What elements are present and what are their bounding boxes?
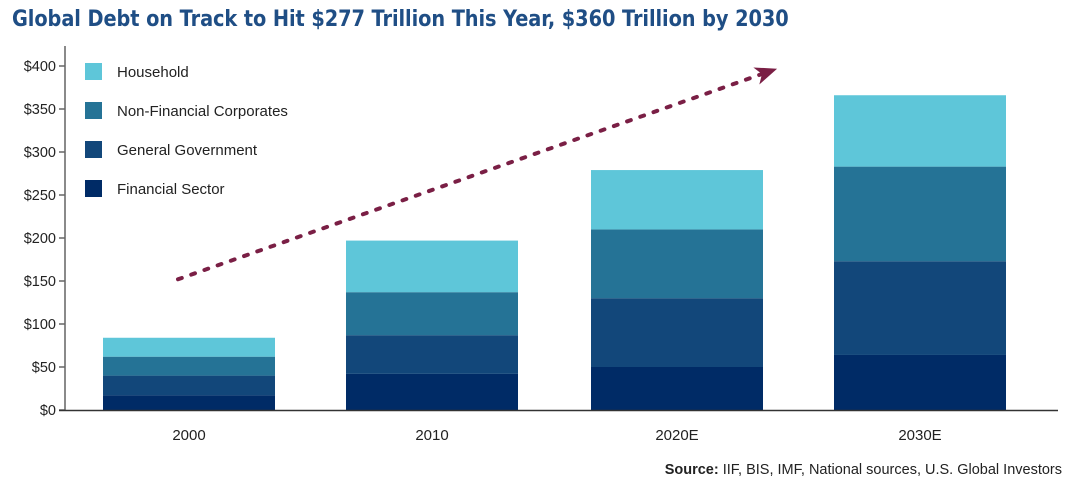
- bar-segment-household: [591, 170, 763, 230]
- legend-label: Household: [117, 64, 189, 81]
- legend-swatch: [85, 63, 102, 80]
- legend-item: Household: [85, 63, 189, 81]
- x-tick-label: 2030E: [898, 427, 941, 444]
- arrowhead-icon: [753, 67, 778, 85]
- y-tick-label: $350: [24, 102, 56, 118]
- source-note: Source: IIF, BIS, IMF, National sources,…: [665, 462, 1062, 478]
- bar-segment-financial-sector: [591, 367, 763, 410]
- legend-swatch: [85, 180, 102, 197]
- bar-segment-general-government: [103, 375, 275, 396]
- bar-segment-non-financial-corporates: [103, 356, 275, 376]
- legend-label: Non-Financial Corporates: [117, 103, 288, 120]
- y-tick-label: $50: [32, 360, 56, 376]
- legend-item: Financial Sector: [85, 180, 225, 198]
- y-tick-label: $200: [24, 231, 56, 247]
- bar-segment-household: [834, 95, 1006, 167]
- bar-segment-non-financial-corporates: [591, 229, 763, 299]
- legend-item: General Government: [85, 141, 258, 159]
- legend-label: Financial Sector: [117, 181, 225, 198]
- bar-stack-2020e: [591, 170, 763, 410]
- x-tick-label: 2000: [172, 427, 205, 444]
- y-tick-label: $150: [24, 274, 56, 290]
- trend-arrow-annotation: [176, 67, 778, 282]
- legend: Household Non-Financial Corporates General…: [85, 63, 288, 198]
- y-tick-label: $100: [24, 317, 56, 333]
- y-tick-label: $400: [24, 59, 56, 75]
- legend-swatch: [85, 141, 102, 158]
- bar-stack-2030e: [834, 95, 1006, 410]
- x-axis: 2000 2010 2020E 2030E: [59, 409, 1058, 444]
- bar-segment-financial-sector: [834, 354, 1006, 410]
- bar-segment-household: [103, 337, 275, 357]
- bar-segment-general-government: [834, 261, 1006, 355]
- bar-segment-non-financial-corporates: [346, 292, 518, 336]
- bar-segment-non-financial-corporates: [834, 166, 1006, 262]
- bar-segment-financial-sector: [103, 395, 275, 410]
- trend-arrow-line: [176, 72, 764, 282]
- legend-item: Non-Financial Corporates: [85, 102, 288, 120]
- bar-segment-general-government: [346, 335, 518, 374]
- chart-title: Global Debt on Track to Hit $277 Trillio…: [12, 6, 789, 32]
- bar-segment-general-government: [591, 298, 763, 367]
- bar-stack-2000: [103, 337, 275, 410]
- legend-swatch: [85, 102, 102, 119]
- bar-segment-household: [346, 240, 518, 293]
- bar-segment-financial-sector: [346, 373, 518, 410]
- source-text: IIF, BIS, IMF, National sources, U.S. Gl…: [718, 462, 1062, 478]
- x-tick-label: 2020E: [655, 427, 698, 444]
- y-axis: $0 $50 $100 $150 $200 $250 $300 $350 $400: [24, 46, 66, 419]
- y-tick-label: $300: [24, 145, 56, 161]
- x-tick-label: 2010: [415, 427, 448, 444]
- y-tick-label: $250: [24, 188, 56, 204]
- legend-label: General Government: [117, 142, 258, 159]
- bars-group: [103, 95, 1006, 410]
- bar-stack-2010: [346, 240, 518, 410]
- y-tick-label: $0: [40, 403, 56, 419]
- source-label: Source:: [664, 462, 719, 478]
